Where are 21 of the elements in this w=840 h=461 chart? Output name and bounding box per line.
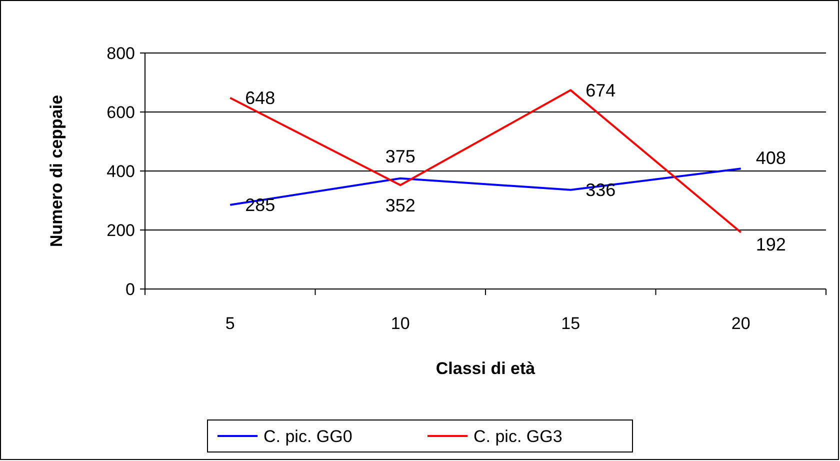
y-tick-label: 400 xyxy=(106,162,135,181)
x-tick-label: 5 xyxy=(225,314,235,333)
legend-label: C. pic. GG0 xyxy=(264,426,352,446)
x-tick-label: 15 xyxy=(561,314,580,333)
data-label: 192 xyxy=(756,234,786,255)
legend-label: C. pic. GG3 xyxy=(474,426,562,446)
data-label: 648 xyxy=(245,88,276,108)
data-label: 352 xyxy=(385,195,416,216)
data-label: 375 xyxy=(385,146,416,167)
data-label: 674 xyxy=(586,80,616,100)
y-tick-label: 0 xyxy=(126,280,135,299)
x-axis-title: Classi di età xyxy=(436,359,536,378)
data-label: 408 xyxy=(756,148,786,168)
data-label: 285 xyxy=(245,195,276,216)
data-label: 336 xyxy=(586,180,616,200)
x-tick-label: 10 xyxy=(390,314,410,333)
y-tick-label: 600 xyxy=(106,102,135,122)
y-tick-label: 800 xyxy=(106,44,135,63)
y-tick-label: 200 xyxy=(106,220,135,240)
y-axis-title: Numero di ceppaie xyxy=(47,94,66,248)
x-tick-label: 20 xyxy=(731,314,750,333)
